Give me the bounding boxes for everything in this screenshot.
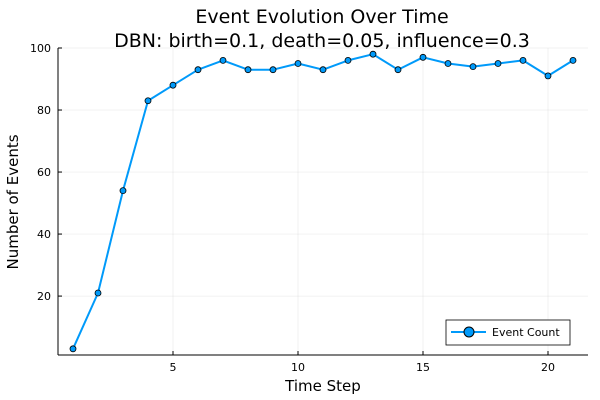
- data-point: [369, 50, 377, 58]
- data-point: [469, 63, 477, 71]
- data-point: [444, 60, 452, 67]
- y-tick-label: 60: [37, 166, 51, 179]
- y-tick-label: 40: [37, 228, 51, 241]
- data-point: [119, 187, 127, 195]
- legend: Event Count: [445, 319, 571, 346]
- y-tick-label: 80: [37, 104, 51, 117]
- data-point: [169, 81, 177, 89]
- data-point: [219, 57, 227, 64]
- x-tick-label: 10: [291, 361, 305, 374]
- data-point: [94, 289, 102, 297]
- legend-label: Event Count: [492, 326, 560, 339]
- chart-subtitle: DBN: birth=0.1, death=0.05, influence=0.…: [114, 30, 530, 52]
- data-point: [144, 97, 152, 105]
- data-point: [394, 66, 402, 74]
- legend-marker: [463, 326, 475, 338]
- y-axis-label: Number of Events: [4, 134, 22, 269]
- y-tick-label: 20: [37, 290, 51, 303]
- data-point: [294, 60, 302, 67]
- series-layer: [69, 50, 577, 353]
- data-point: [194, 66, 202, 74]
- x-tick-label: 5: [170, 361, 177, 374]
- data-point: [569, 57, 577, 64]
- data-point: [419, 53, 427, 61]
- y-tick-label: 100: [30, 42, 51, 55]
- data-point: [494, 60, 502, 67]
- x-tick-label: 15: [416, 361, 430, 374]
- data-point: [519, 57, 527, 64]
- data-point: [244, 66, 252, 74]
- ticks: 5 10 15 20 20 40 60 80 100: [30, 42, 555, 374]
- data-point: [319, 66, 327, 74]
- x-axis-label: Time Step: [284, 377, 361, 395]
- axes: [57, 48, 588, 356]
- data-point: [269, 66, 277, 74]
- data-point: [344, 57, 352, 64]
- data-point: [544, 72, 552, 80]
- chart-title: Event Evolution Over Time: [195, 6, 448, 28]
- data-point: [69, 345, 77, 353]
- x-tick-label: 20: [541, 361, 555, 374]
